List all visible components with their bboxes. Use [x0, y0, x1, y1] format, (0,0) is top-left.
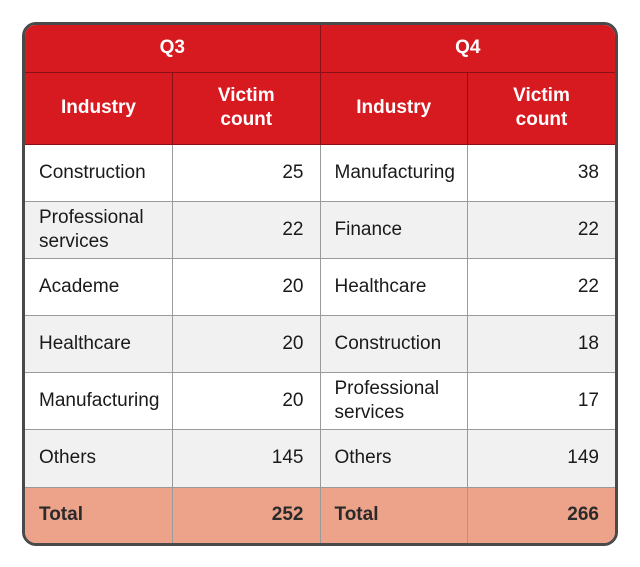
- cell-q4-industry: Finance: [320, 201, 468, 259]
- cell-q4-victim-count: 18: [467, 315, 615, 374]
- victim-count-table: Q3 Q4 Industry Victim count Industry Vic…: [22, 22, 618, 546]
- column-header-label: Victim count: [513, 85, 570, 130]
- table-row: Professional services 22 Finance 22: [25, 201, 615, 259]
- cell-q3-industry: Academe: [25, 258, 173, 316]
- industry-table: Q3 Q4 Industry Victim count Industry Vic…: [25, 25, 615, 543]
- cell-q3-victim-count: 20: [172, 372, 321, 431]
- cell-q4-victim-count: 17: [467, 372, 615, 431]
- total-value-q4: 266: [467, 487, 615, 543]
- cell-q4-victim-count: 22: [467, 201, 615, 259]
- cell-q4-industry: Manufacturing: [320, 144, 468, 202]
- cell-q3-victim-count: 22: [172, 201, 321, 259]
- cell-q4-industry: Healthcare: [320, 258, 468, 316]
- cell-q3-victim-count: 145: [172, 429, 321, 488]
- cell-q3-victim-count: 20: [172, 315, 321, 374]
- column-header-q4-victim-count: Victim count: [467, 72, 615, 145]
- group-header-row: Q3 Q4: [25, 25, 615, 73]
- cell-q3-victim-count: 25: [172, 144, 321, 202]
- table-row: Manufacturing 20 Professional services 17: [25, 372, 615, 431]
- cell-q3-industry: Professional services: [25, 201, 173, 259]
- cell-q4-victim-count: 38: [467, 144, 615, 202]
- column-header-row: Industry Victim count Industry Victim co…: [25, 72, 615, 145]
- cell-q4-victim-count: 22: [467, 258, 615, 316]
- table-row: Others 145 Others 149: [25, 429, 615, 488]
- table-body: Construction 25 Manufacturing 38 Professiona…: [25, 144, 615, 488]
- column-header-q4-industry: Industry: [320, 72, 468, 145]
- total-value-q3: 252: [172, 487, 321, 543]
- cell-q4-victim-count: 149: [467, 429, 615, 488]
- cell-q3-industry: Healthcare: [25, 315, 173, 374]
- cell-q3-industry: Others: [25, 429, 173, 488]
- group-header-q3: Q3: [25, 25, 321, 73]
- cell-q3-industry: Manufacturing: [25, 372, 173, 431]
- total-label-q4: Total: [320, 487, 468, 543]
- column-header-q3-victim-count: Victim count: [172, 72, 321, 145]
- column-header-label: Victim count: [217, 85, 275, 130]
- cell-q4-industry: Others: [320, 429, 468, 488]
- column-header-q3-industry: Industry: [25, 72, 173, 145]
- total-label-q3: Total: [25, 487, 173, 543]
- table-row: Construction 25 Manufacturing 38: [25, 144, 615, 202]
- table-row: Academe 20 Healthcare 22: [25, 258, 615, 316]
- group-header-q4: Q4: [320, 25, 615, 73]
- cell-q3-industry: Construction: [25, 144, 173, 202]
- cell-q4-industry: Construction: [320, 315, 468, 374]
- table-row: Healthcare 20 Construction 18: [25, 315, 615, 374]
- cell-q3-victim-count: 20: [172, 258, 321, 316]
- total-row: Total 252 Total 266: [25, 487, 615, 543]
- cell-q4-industry: Professional services: [320, 372, 468, 431]
